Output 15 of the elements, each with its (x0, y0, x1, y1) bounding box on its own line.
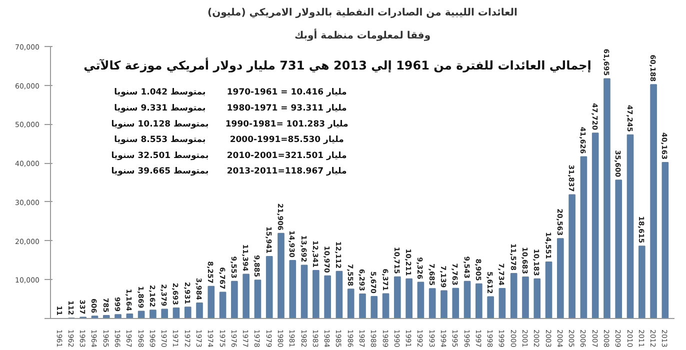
annotation: 1990-1981= 101.283 مليار (225, 119, 348, 130)
annotation: بمتوسط 10.128 سنويا (111, 119, 209, 130)
annotation: 2010-2001=321.501 مليار (226, 150, 347, 161)
annotation: 2013-2011=118.967 مليار (226, 166, 347, 177)
annotation: بمتوسط 39.665 سنويا (111, 166, 209, 177)
annotation: بمتوسط 32.501 سنويا (111, 150, 209, 161)
annotation: 1970-1961 = 10.416 مليار (226, 88, 347, 98)
annotation: بمتوسط 1.042 سنويا (114, 88, 206, 98)
annotation: بمتوسط 9.331 سنويا (114, 104, 206, 114)
annotation: إجمالي العائدات للفترة من 1961 إلي 2013 هي 731 مليار دولار أمريكي موزعة كالآتي (84, 58, 592, 73)
chart-title: العائدات الليبية من الصادرات النفطية بالدولار الامريكي (مليون) (208, 8, 518, 18)
chart-subtitle: وفقا لمعلومات منظمة أوبك (294, 28, 431, 42)
annotation: 2000-1991=85.530 مليار (230, 135, 344, 146)
annotation: بمتوسط 8.553 سنويا (114, 135, 206, 146)
annotation: 1980-1971 = 93.311 مليار (226, 104, 347, 114)
